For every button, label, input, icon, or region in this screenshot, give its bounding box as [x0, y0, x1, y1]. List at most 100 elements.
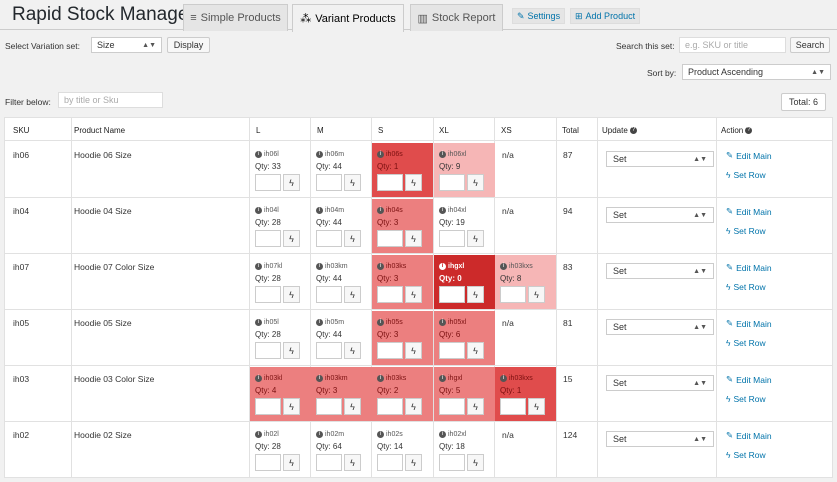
quick-set-button[interactable]: ϟ — [467, 398, 484, 415]
help-icon[interactable]: ? — [630, 127, 638, 135]
info-icon: i — [316, 263, 323, 270]
qty-input[interactable] — [439, 286, 465, 303]
quick-set-button[interactable]: ϟ — [405, 286, 422, 303]
qty-input[interactable] — [377, 230, 403, 247]
edit-main-link[interactable]: ✎ Edit Main — [726, 150, 772, 161]
search-input[interactable]: e.g. SKU or title — [679, 37, 786, 53]
quick-set-button[interactable]: ϟ — [467, 230, 484, 247]
qty-input[interactable] — [316, 174, 342, 191]
quick-set-button[interactable]: ϟ — [344, 342, 361, 359]
quick-set-button[interactable]: ϟ — [467, 286, 484, 303]
set-row-link[interactable]: ϟ Set Row — [726, 338, 766, 348]
quick-set-button[interactable]: ϟ — [528, 398, 545, 415]
qty-input[interactable] — [439, 174, 465, 191]
qty-input[interactable] — [439, 230, 465, 247]
qty-input[interactable] — [439, 398, 465, 415]
qty-input[interactable] — [316, 454, 342, 471]
quick-set-button[interactable]: ϟ — [283, 230, 300, 247]
col-action: Action ? — [721, 126, 753, 135]
qty-input[interactable] — [377, 398, 403, 415]
variant-cell: i ih06m Qty: 44 ϟ — [311, 143, 372, 197]
update-select[interactable]: Set ▲▼ — [606, 151, 714, 167]
qty-input[interactable] — [377, 286, 403, 303]
tab-variant-products[interactable]: ⁂ Variant Products — [292, 4, 404, 32]
variant-sku: i ih06l — [255, 151, 279, 158]
qty-input[interactable] — [439, 454, 465, 471]
quick-set-button[interactable]: ϟ — [344, 174, 361, 191]
bolt-icon: ϟ — [289, 401, 294, 412]
update-select[interactable]: Set ▲▼ — [606, 319, 714, 335]
app-title: Rapid Stock Manager — [12, 4, 195, 25]
quick-set-button[interactable]: ϟ — [344, 454, 361, 471]
qty-input[interactable] — [255, 342, 281, 359]
variant-sku: i ih05s — [377, 319, 403, 326]
quick-set-button[interactable]: ϟ — [344, 398, 361, 415]
qty-input[interactable] — [316, 398, 342, 415]
edit-main-link[interactable]: ✎ Edit Main — [726, 374, 772, 385]
update-select[interactable]: Set ▲▼ — [606, 431, 714, 447]
qty-input[interactable] — [316, 286, 342, 303]
quick-set-button[interactable]: ϟ — [283, 342, 300, 359]
qty-input[interactable] — [377, 454, 403, 471]
variation-set-select[interactable]: Size ▲▼ — [91, 37, 162, 53]
display-button[interactable]: Display — [167, 37, 210, 53]
qty-input[interactable] — [255, 230, 281, 247]
quick-set-button[interactable]: ϟ — [467, 454, 484, 471]
variant-cell: i ih03kxs Qty: 8 ϟ — [495, 255, 556, 309]
tab-simple-products[interactable]: ≡ Simple Products — [183, 4, 288, 31]
edit-main-link[interactable]: ✎ Edit Main — [726, 206, 772, 217]
quick-set-button[interactable]: ϟ — [405, 174, 422, 191]
quick-set-button[interactable]: ϟ — [405, 454, 422, 471]
sort-select[interactable]: Product Ascending ▲▼ — [682, 64, 831, 80]
variant-cell: i ih03km Qty: 44 ϟ — [311, 255, 372, 309]
quick-set-button[interactable]: ϟ — [528, 286, 545, 303]
qty-input[interactable] — [377, 174, 403, 191]
qty-input[interactable] — [316, 342, 342, 359]
quick-set-button[interactable]: ϟ — [467, 174, 484, 191]
edit-main-link[interactable]: ✎ Edit Main — [726, 430, 772, 441]
settings-button[interactable]: ✎ Settings — [512, 8, 566, 24]
qty-input[interactable] — [255, 454, 281, 471]
quick-set-button[interactable]: ϟ — [405, 398, 422, 415]
qty-input[interactable] — [255, 174, 281, 191]
quick-set-button[interactable]: ϟ — [283, 286, 300, 303]
add-product-button[interactable]: ⊞ Add Product — [570, 8, 641, 24]
qty-input[interactable] — [500, 286, 526, 303]
quick-set-button[interactable]: ϟ — [467, 342, 484, 359]
set-row-link[interactable]: ϟ Set Row — [726, 450, 766, 460]
quick-set-button[interactable]: ϟ — [405, 342, 422, 359]
info-icon: i — [255, 431, 262, 438]
qty-input[interactable] — [439, 342, 465, 359]
bolt-icon: ϟ — [726, 282, 731, 292]
qty-input[interactable] — [500, 398, 526, 415]
quick-set-button[interactable]: ϟ — [283, 174, 300, 191]
quick-set-button[interactable]: ϟ — [283, 454, 300, 471]
set-row-link[interactable]: ϟ Set Row — [726, 282, 766, 292]
info-icon: i — [316, 375, 323, 382]
update-select[interactable]: Set ▲▼ — [606, 207, 714, 223]
info-icon: i — [439, 151, 446, 158]
qty-input[interactable] — [255, 398, 281, 415]
quick-set-button[interactable]: ϟ — [344, 286, 361, 303]
update-select[interactable]: Set ▲▼ — [606, 375, 714, 391]
tab-stock-report[interactable]: ▥ Stock Report — [410, 4, 503, 31]
update-select[interactable]: Set ▲▼ — [606, 263, 714, 279]
qty-input[interactable] — [255, 286, 281, 303]
set-row-link[interactable]: ϟ Set Row — [726, 394, 766, 404]
variant-sku: i ihgxl — [439, 263, 464, 270]
header: Rapid Stock Manager ≡ Simple Products ⁂ … — [0, 0, 837, 32]
qty-input[interactable] — [377, 342, 403, 359]
edit-main-link[interactable]: ✎ Edit Main — [726, 262, 772, 273]
quick-set-button[interactable]: ϟ — [283, 398, 300, 415]
row-sku: ih02 — [13, 430, 30, 440]
set-row-link[interactable]: ϟ Set Row — [726, 170, 766, 180]
set-row-link[interactable]: ϟ Set Row — [726, 226, 766, 236]
quick-set-button[interactable]: ϟ — [405, 230, 422, 247]
filter-input[interactable]: by title or Sku — [58, 92, 163, 108]
edit-main-link[interactable]: ✎ Edit Main — [726, 318, 772, 329]
qty-input[interactable] — [316, 230, 342, 247]
quick-set-button[interactable]: ϟ — [344, 230, 361, 247]
search-button[interactable]: Search — [790, 37, 830, 53]
help-icon[interactable]: ? — [745, 127, 753, 135]
bolt-icon: ϟ — [411, 345, 416, 356]
